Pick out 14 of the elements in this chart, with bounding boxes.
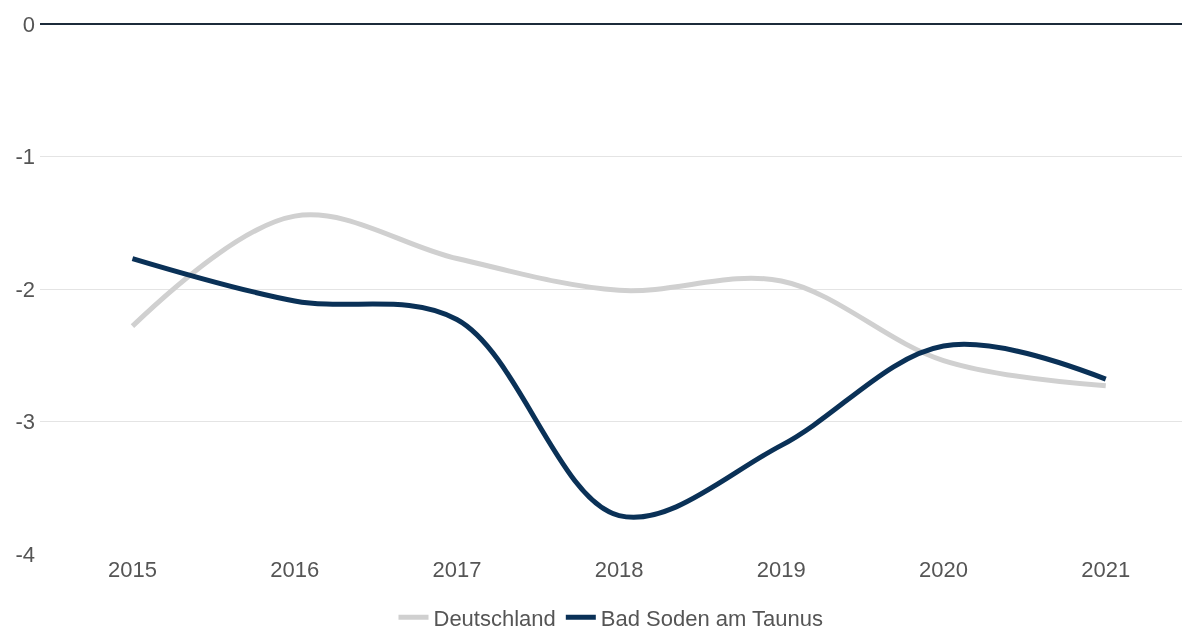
y-tick-label: -2 — [15, 276, 35, 302]
y-tick-label: -1 — [15, 144, 35, 170]
legend-label: Deutschland — [433, 605, 556, 631]
legend-label: Bad Soden am Taunus — [600, 605, 824, 631]
x-tick-label: 2018 — [594, 557, 644, 582]
y-tick-label: 0 — [22, 11, 35, 37]
y-tick-label: -4 — [15, 541, 35, 567]
y-tick-label: -3 — [15, 409, 35, 435]
x-tick-label: 2016 — [270, 557, 320, 582]
x-tick-label: 2015 — [107, 557, 157, 582]
x-tick-label: 2019 — [756, 557, 806, 582]
x-tick-label: 2020 — [919, 557, 969, 582]
x-tick-label: 2017 — [432, 557, 482, 582]
x-tick-label: 2021 — [1081, 557, 1131, 582]
